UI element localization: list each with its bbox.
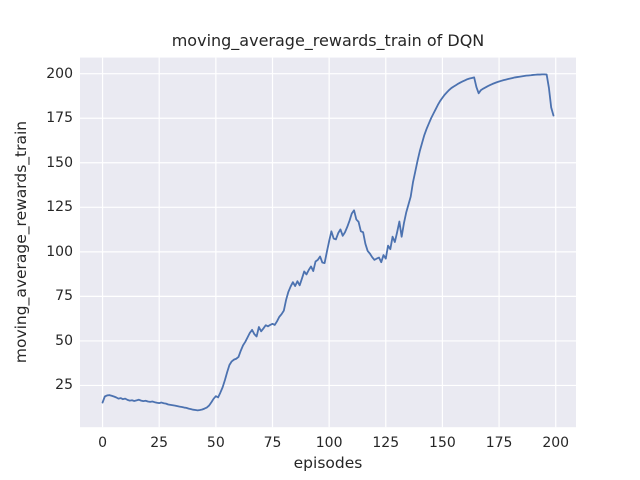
x-tick-label: 150 [429, 435, 456, 451]
y-tick-label: 100 [46, 243, 73, 260]
x-tick-label: 200 [542, 435, 570, 451]
x-tick-label: 50 [206, 435, 225, 451]
x-tick-label: 75 [263, 435, 282, 451]
y-tick-label: 200 [46, 65, 73, 82]
x-tick-label: 100 [315, 435, 343, 451]
x-tick-label: 175 [485, 435, 513, 451]
y-tick-label: 75 [55, 288, 73, 305]
x-tick-label: 0 [98, 435, 107, 451]
y-tick-label: 150 [46, 154, 73, 171]
x-tick-label: 25 [150, 435, 169, 451]
x-axis-label: episodes [293, 454, 363, 472]
reward-line-series [101, 73, 555, 412]
chart-title: moving_average_rewards_train of DQN [171, 31, 485, 50]
y-tick-label: 175 [46, 110, 73, 127]
y-tick-label: 25 [55, 377, 73, 394]
y-tick-label: 125 [46, 199, 73, 216]
y-tick-label: 50 [55, 332, 73, 349]
x-tick-label: 125 [372, 435, 400, 451]
